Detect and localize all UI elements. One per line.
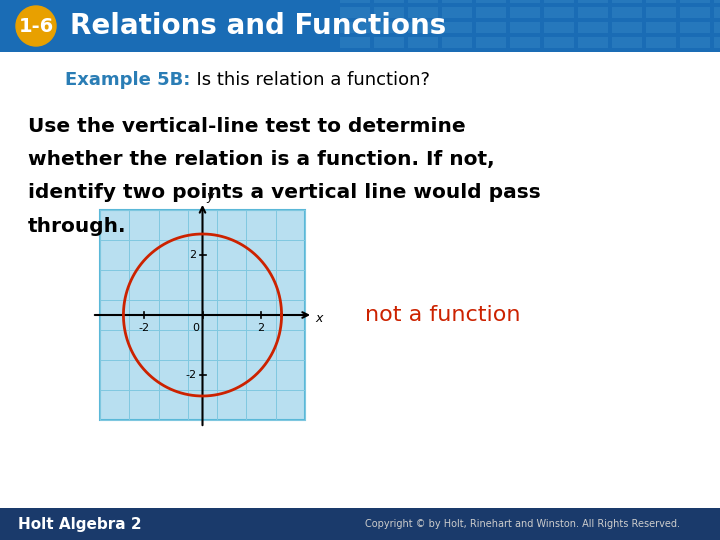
FancyBboxPatch shape	[646, 0, 676, 3]
FancyBboxPatch shape	[646, 7, 676, 18]
FancyBboxPatch shape	[714, 0, 720, 3]
FancyBboxPatch shape	[612, 22, 642, 33]
FancyBboxPatch shape	[442, 7, 472, 18]
FancyBboxPatch shape	[510, 0, 540, 3]
FancyBboxPatch shape	[340, 22, 370, 33]
Text: x: x	[315, 312, 323, 325]
FancyBboxPatch shape	[578, 37, 608, 48]
Text: Holt Algebra 2: Holt Algebra 2	[18, 516, 142, 531]
FancyBboxPatch shape	[680, 7, 710, 18]
Text: through.: through.	[28, 217, 127, 235]
FancyBboxPatch shape	[0, 508, 720, 540]
FancyBboxPatch shape	[408, 7, 438, 18]
Text: y: y	[207, 190, 214, 203]
FancyBboxPatch shape	[476, 7, 506, 18]
FancyBboxPatch shape	[476, 22, 506, 33]
Text: Use the vertical-line test to determine: Use the vertical-line test to determine	[28, 118, 466, 137]
Text: Example 5B:: Example 5B:	[65, 71, 190, 89]
FancyBboxPatch shape	[442, 0, 472, 3]
FancyBboxPatch shape	[442, 37, 472, 48]
FancyBboxPatch shape	[544, 7, 574, 18]
FancyBboxPatch shape	[374, 37, 404, 48]
FancyBboxPatch shape	[374, 22, 404, 33]
FancyBboxPatch shape	[0, 0, 720, 52]
FancyBboxPatch shape	[476, 37, 506, 48]
FancyBboxPatch shape	[510, 22, 540, 33]
FancyBboxPatch shape	[408, 0, 438, 3]
FancyBboxPatch shape	[612, 7, 642, 18]
FancyBboxPatch shape	[578, 7, 608, 18]
Text: not a function: not a function	[365, 305, 521, 325]
FancyBboxPatch shape	[510, 7, 540, 18]
FancyBboxPatch shape	[544, 22, 574, 33]
FancyBboxPatch shape	[680, 0, 710, 3]
FancyBboxPatch shape	[544, 37, 574, 48]
FancyBboxPatch shape	[374, 0, 404, 3]
Text: identify two points a vertical line would pass: identify two points a vertical line woul…	[28, 184, 541, 202]
FancyBboxPatch shape	[340, 7, 370, 18]
Text: 1-6: 1-6	[19, 17, 53, 36]
FancyBboxPatch shape	[340, 0, 370, 3]
FancyBboxPatch shape	[442, 22, 472, 33]
Text: Copyright © by Holt, Rinehart and Winston. All Rights Reserved.: Copyright © by Holt, Rinehart and Winsto…	[365, 519, 680, 529]
Text: -2: -2	[138, 323, 150, 333]
FancyBboxPatch shape	[680, 37, 710, 48]
FancyBboxPatch shape	[578, 22, 608, 33]
Text: 2: 2	[189, 250, 197, 260]
Text: 2: 2	[258, 323, 265, 333]
Text: -2: -2	[185, 370, 197, 380]
FancyBboxPatch shape	[578, 0, 608, 3]
Text: Is this relation a function?: Is this relation a function?	[185, 71, 430, 89]
FancyBboxPatch shape	[612, 0, 642, 3]
Circle shape	[16, 6, 56, 46]
FancyBboxPatch shape	[646, 37, 676, 48]
FancyBboxPatch shape	[714, 7, 720, 18]
FancyBboxPatch shape	[544, 0, 574, 3]
Text: 0: 0	[192, 323, 199, 333]
Text: whether the relation is a function. If not,: whether the relation is a function. If n…	[28, 151, 495, 170]
FancyBboxPatch shape	[340, 37, 370, 48]
FancyBboxPatch shape	[408, 22, 438, 33]
FancyBboxPatch shape	[374, 7, 404, 18]
FancyBboxPatch shape	[714, 37, 720, 48]
Text: Relations and Functions: Relations and Functions	[70, 12, 446, 40]
FancyBboxPatch shape	[714, 22, 720, 33]
FancyBboxPatch shape	[510, 37, 540, 48]
FancyBboxPatch shape	[408, 37, 438, 48]
FancyBboxPatch shape	[646, 22, 676, 33]
FancyBboxPatch shape	[476, 0, 506, 3]
FancyBboxPatch shape	[680, 22, 710, 33]
FancyBboxPatch shape	[100, 210, 305, 420]
FancyBboxPatch shape	[612, 37, 642, 48]
